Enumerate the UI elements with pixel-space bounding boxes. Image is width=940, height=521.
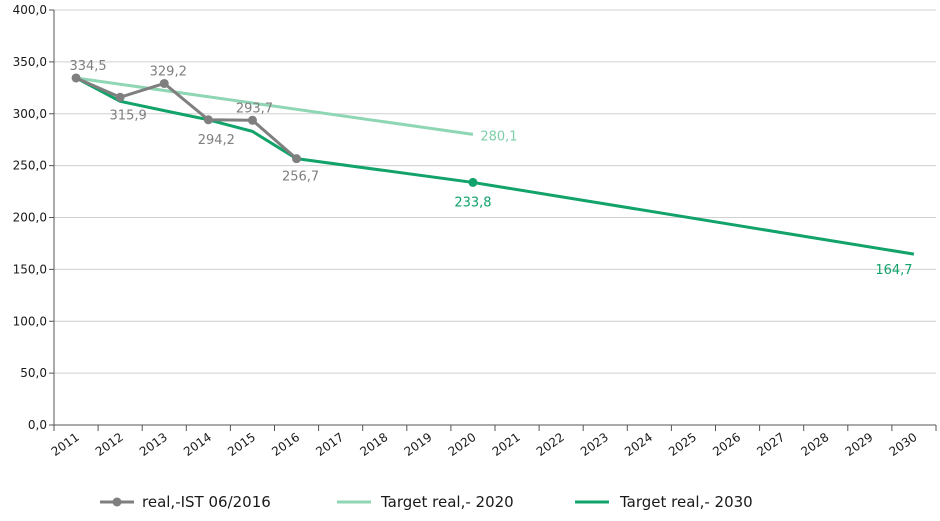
x-tick-label: 2021 — [490, 430, 523, 459]
data-label: 256,7 — [282, 170, 319, 185]
data-point — [468, 177, 478, 187]
y-tick-label: 300,0 — [13, 107, 47, 121]
x-tick-label: 2028 — [798, 430, 831, 459]
data-label: 164,7 — [875, 263, 912, 278]
legend-marker — [112, 497, 122, 507]
x-tick-label: 2025 — [666, 430, 699, 459]
data-label: 294,2 — [198, 133, 235, 148]
data-point — [292, 154, 302, 164]
data-point — [71, 73, 81, 83]
x-tick-label: 2026 — [710, 430, 743, 459]
data-labels: 334,5 315,9 329,2 294,2 293,7 256,7 280,1 233,8… — [69, 59, 912, 278]
x-tick-label: 2016 — [269, 430, 302, 459]
y-tick-label: 250,0 — [13, 159, 47, 173]
series-line-0 — [75, 76, 298, 160]
legend: real,-IST 06/2016 Target real,- 2020 Targe… — [100, 493, 753, 511]
data-point — [247, 115, 257, 125]
y-tick-label: 350,0 — [13, 55, 47, 69]
x-tick-label: 2012 — [93, 430, 126, 459]
data-point — [115, 92, 125, 102]
y-tick-label: 400,0 — [13, 3, 47, 17]
x-axis: 2011 2012 2013 2014 2015 2016 2017 2018 2019 2020… — [49, 424, 937, 459]
series-lines — [71, 73, 915, 256]
x-tick-label: 2024 — [622, 430, 655, 459]
data-label: 280,1 — [480, 129, 517, 144]
x-tick-label: 2015 — [225, 430, 258, 459]
x-tick-label: 2017 — [313, 430, 346, 459]
x-tick-label: 2029 — [843, 430, 876, 459]
y-tick-label: 150,0 — [13, 262, 47, 276]
x-tick-label: 2013 — [137, 430, 170, 459]
data-label: 334,5 — [69, 59, 106, 74]
x-tick-label: 2020 — [446, 430, 479, 459]
x-tick-label: 2027 — [754, 430, 787, 459]
data-label: 233,8 — [454, 195, 491, 210]
x-tick-label: 2018 — [357, 430, 390, 459]
legend-label: Target real,- 2020 — [380, 493, 514, 511]
x-tick-label: 2030 — [887, 430, 920, 459]
x-tick-label: 2023 — [578, 430, 611, 459]
data-point — [159, 78, 169, 88]
series-line-1 — [75, 76, 474, 136]
y-tick-label: 200,0 — [13, 211, 47, 225]
legend-label: Target real,- 2030 — [619, 493, 753, 511]
series-line-2 — [75, 76, 915, 256]
y-tick-label: 100,0 — [13, 314, 47, 328]
data-label: 329,2 — [150, 64, 187, 79]
data-label: 293,7 — [236, 101, 273, 116]
y-axis: 0,0 50,0 100,0 150,0 200,0 250,0 300,0 350,0 400… — [13, 3, 55, 432]
data-label: 315,9 — [110, 108, 147, 123]
legend-label: real,-IST 06/2016 — [142, 493, 271, 511]
x-tick-label: 2011 — [49, 430, 82, 459]
x-tick-label: 2022 — [534, 430, 567, 459]
y-tick-label: 50,0 — [20, 366, 47, 380]
x-tick-label: 2019 — [402, 430, 435, 459]
data-point — [203, 115, 213, 125]
x-tick-label: 2014 — [181, 430, 214, 459]
y-tick-label: 0,0 — [28, 418, 47, 432]
